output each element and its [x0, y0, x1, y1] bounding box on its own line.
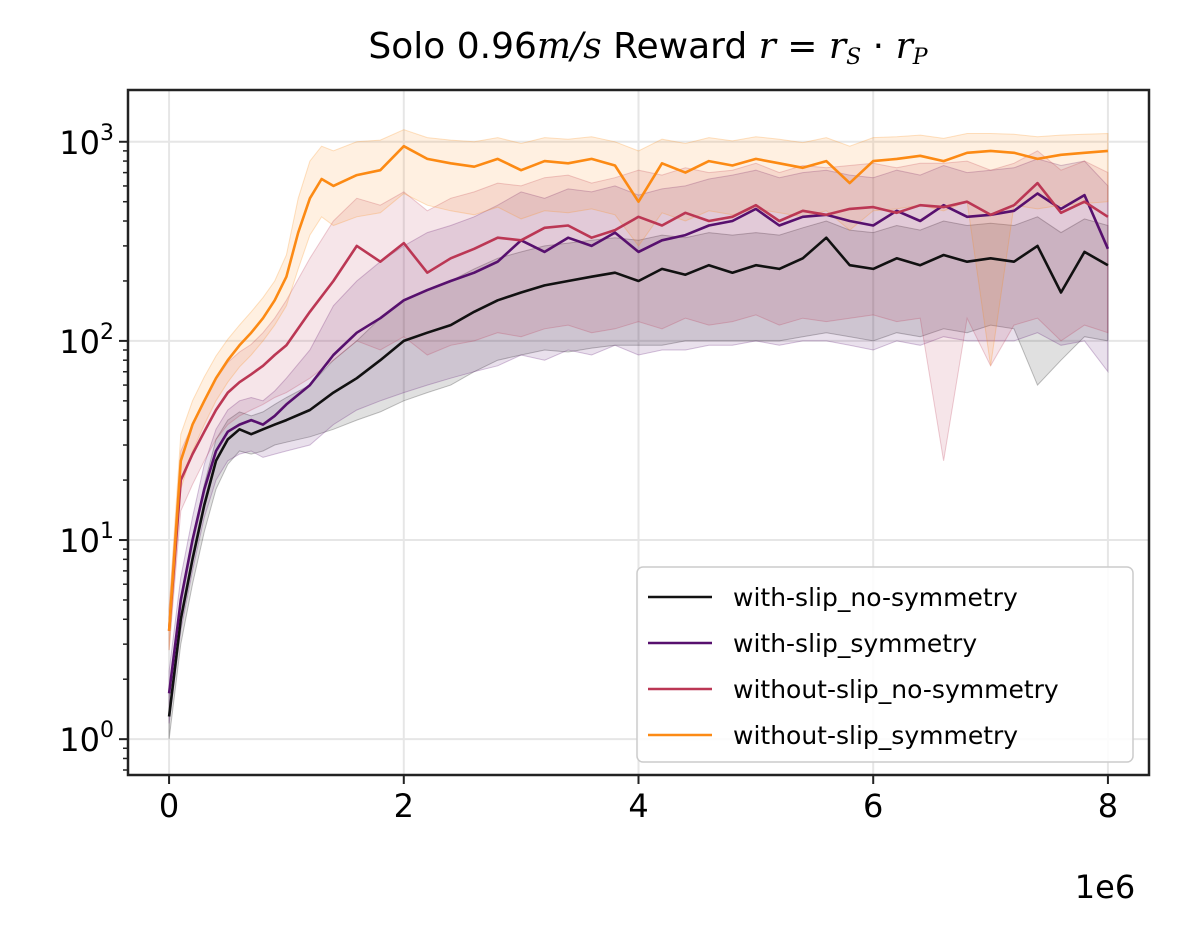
x-tick-label: 0 [159, 787, 179, 825]
legend-label: without-slip_symmetry [733, 721, 1018, 750]
legend-label: without-slip_no-symmetry [733, 675, 1059, 704]
band-without-slip_symmetry [168, 129, 1109, 651]
line-without-slip_symmetry [167, 144, 1109, 631]
title-formula-eq: = [776, 26, 829, 67]
title-formula-rs: r [829, 26, 848, 67]
y-tick-label: 103 [59, 121, 114, 162]
title-formula-r: r [759, 26, 778, 67]
axis-ticks: 0 2 4 6 8 100 101 102 103 [59, 121, 1118, 825]
title-formula-rs-sub: S [846, 45, 861, 70]
title-middle: Reward [602, 26, 759, 67]
title-prefix: Solo 0.96 [368, 26, 537, 67]
legend-label: with-slip_symmetry [733, 629, 977, 658]
y-tick-label: 100 [59, 718, 114, 759]
x-tick-label: 4 [628, 787, 648, 825]
y-tick-label: 101 [59, 519, 114, 560]
y-tick-label: 102 [59, 320, 114, 361]
title-formula-dot: · [861, 26, 895, 67]
legend: with-slip_no-symmetry with-slip_symmetryw… [636, 566, 1134, 763]
x-tick-label: 6 [863, 787, 883, 825]
line-with-slip_symmetry [167, 192, 1110, 694]
line-with-slip_no-symmetry [167, 236, 1109, 717]
chart-title: Solo 0.96m/s Reward r = rS · rP [368, 26, 928, 70]
title-formula-rp: r [896, 26, 915, 67]
title-formula-rp-sub: P [912, 45, 929, 70]
legend-label: with-slip_no-symmetry [733, 583, 1018, 612]
x-tick-label: 8 [1098, 787, 1118, 825]
title-unit: m/s [537, 26, 602, 67]
x-scale-label: 1e6 [1075, 868, 1135, 906]
line-without-slip_no-symmetry [167, 181, 1109, 631]
x-tick-label: 2 [394, 787, 414, 825]
band-without-slip_no-symmetry [168, 150, 1109, 651]
legend-box [636, 566, 1134, 763]
series-lines [167, 144, 1110, 717]
